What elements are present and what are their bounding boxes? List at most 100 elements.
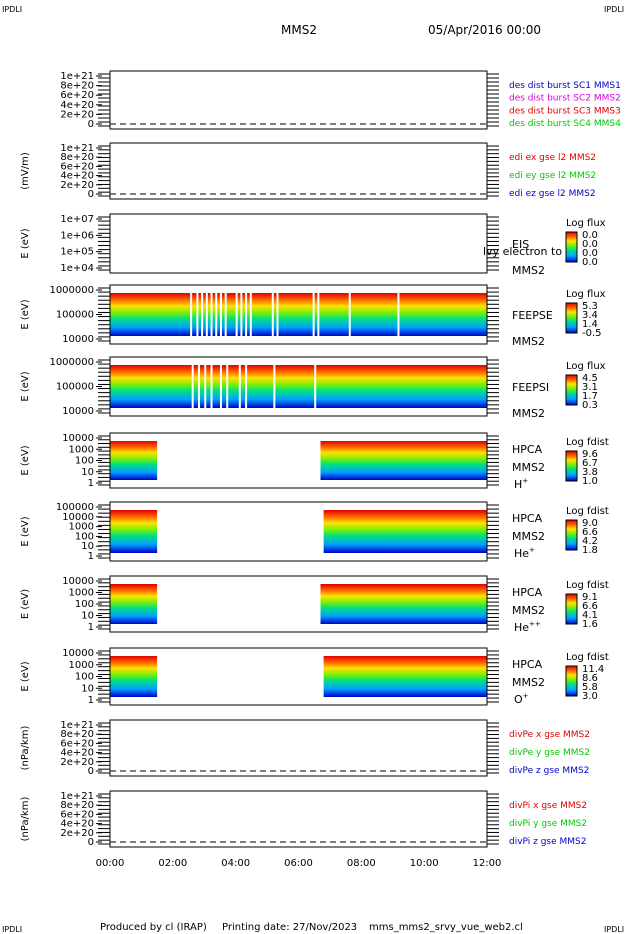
panel-frame <box>109 142 488 200</box>
instrument-label: FEEPSE <box>512 309 553 322</box>
y-tick-label: 1 <box>88 622 94 633</box>
colorbar-title: Log flux <box>566 289 606 300</box>
colorbar <box>565 231 578 263</box>
y-tick-label: 100000 <box>56 382 94 393</box>
y-tick-label: 0 <box>88 837 94 848</box>
data-gap <box>224 287 227 340</box>
data-gap <box>215 287 218 340</box>
legend-entry: divPi x gse MMS2 <box>509 801 587 811</box>
legend-entry: edi ex gse l2 MMS2 <box>509 153 596 163</box>
y-tick-label: 1e+21 <box>60 720 94 731</box>
y-tick-label: 6e+20 <box>60 90 94 101</box>
y-tick-label: 100 <box>75 672 94 683</box>
y-axis-label: E (eV) <box>20 589 31 619</box>
y-tick-label: 2e+20 <box>60 828 94 839</box>
data-gap <box>210 359 213 412</box>
panel-frame <box>109 790 488 848</box>
colorbar-tick-label: 9.0 <box>582 518 598 529</box>
colorbar-title: Log fdist <box>566 652 609 663</box>
species-charge: ++ <box>529 620 541 628</box>
panel-feepse: 1000000 100000 10000 E (eV) FEEPSE MMS2 Log fl… <box>20 284 606 348</box>
colorbar <box>565 593 578 625</box>
data-gap <box>240 287 243 340</box>
colorbar-tick-label: 5.8 <box>582 682 598 693</box>
y-tick-label: 6e+20 <box>60 161 94 172</box>
y-tick-label: 10000 <box>62 512 94 523</box>
data-gap <box>317 287 320 340</box>
y-tick-label: 2e+20 <box>60 109 94 120</box>
y-tick-label: 1000 <box>69 588 94 599</box>
y-tick-label: 8e+20 <box>60 729 94 740</box>
x-tick-label: 00:00 <box>96 858 125 869</box>
legend-entry: edi ey gse l2 MMS2 <box>509 171 596 181</box>
corner-mark-br: IPDLI <box>604 925 624 934</box>
spectrogram-segment <box>110 656 158 697</box>
spectrogram-segment <box>110 293 487 336</box>
colorbar-tick-label: 0.0 <box>582 239 598 250</box>
species-label: O+ <box>514 692 529 706</box>
data-gap <box>276 287 279 340</box>
colorbar-tick-label: 0.3 <box>582 400 598 411</box>
corner-mark-bl: IPDLI <box>2 925 22 934</box>
panel-frame <box>109 213 488 274</box>
colorbar-tick-label: 8.6 <box>582 673 598 684</box>
spectrogram-segment <box>320 584 487 624</box>
colorbar-tick-label: 5.3 <box>582 301 598 312</box>
data-gap <box>238 359 241 412</box>
colorbar-tick-label: 0.0 <box>582 257 598 268</box>
data-gap <box>245 287 248 340</box>
corner-mark-tr: IPDLI <box>604 5 624 14</box>
y-tick-label: 1e+04 <box>60 263 94 274</box>
y-tick-label: 100 <box>75 599 94 610</box>
y-tick-label: 1000000 <box>49 285 94 296</box>
data-gap <box>204 359 207 412</box>
y-axis-label: (nPa/km) <box>20 726 31 771</box>
panel-feepsi: 1000000 100000 10000 E (eV) FEEPSI MMS2 Log fl… <box>20 356 606 420</box>
y-axis-label: E (eV) <box>20 661 31 691</box>
colorbar-tick-label: 11.4 <box>582 664 604 675</box>
panel-eis: 1e+07 1e+06 1e+05 1e+04 E (eV) EIS MMS2 lvy ele… <box>20 213 606 277</box>
y-tick-label: 8e+20 <box>60 152 94 163</box>
spacecraft-title: MMS2 <box>281 23 317 37</box>
panel-frame <box>109 719 488 777</box>
x-tick-label: 02:00 <box>158 858 187 869</box>
y-tick-label: 1000000 <box>49 357 94 368</box>
data-gap <box>273 359 276 412</box>
y-axis-label: E (eV) <box>20 371 31 401</box>
spectrogram-segment <box>323 656 487 697</box>
footer-printing-date: Printing date: 27/Nov/2023 <box>222 922 357 933</box>
y-tick-label: 1000 <box>69 522 94 533</box>
instrument-label: HPCA <box>512 512 543 525</box>
y-tick-label: 1e+07 <box>60 214 94 225</box>
y-tick-label: 6e+20 <box>60 738 94 749</box>
colorbar-tick-label: 9.6 <box>582 449 598 460</box>
y-tick-label: 10 <box>81 683 94 694</box>
legend-entry: divPe z gse MMS2 <box>509 766 589 776</box>
colorbar-tick-label: 3.0 <box>582 691 598 702</box>
instrument-label: HPCA <box>512 586 543 599</box>
colorbar-title: Log fdist <box>566 580 609 591</box>
y-tick-label: 8e+20 <box>60 81 94 92</box>
spectrogram-segment <box>323 510 487 553</box>
legend-entry: edi ez gse l2 MMS2 <box>509 189 596 199</box>
y-tick-label: 10000 <box>62 334 94 345</box>
colorbar-tick-label: 9.1 <box>582 592 598 603</box>
panel-frame <box>109 575 488 633</box>
colorbar-tick-label: -0.5 <box>582 328 602 339</box>
colorbar-title: Log fdist <box>566 506 609 517</box>
y-tick-label: 1e+21 <box>60 71 94 82</box>
y-tick-label: 1000 <box>69 444 94 455</box>
data-gap <box>226 359 229 412</box>
spectrogram-segment <box>110 510 158 553</box>
y-tick-label: 100000 <box>56 502 94 513</box>
footer-produced-by: Produced by cl (IRAP) <box>100 922 207 933</box>
colorbar-tick-label: 1.4 <box>582 319 598 330</box>
colorbar-tick-label: 1.8 <box>582 545 598 556</box>
data-gap <box>314 359 317 412</box>
y-tick-label: 6e+20 <box>60 809 94 820</box>
